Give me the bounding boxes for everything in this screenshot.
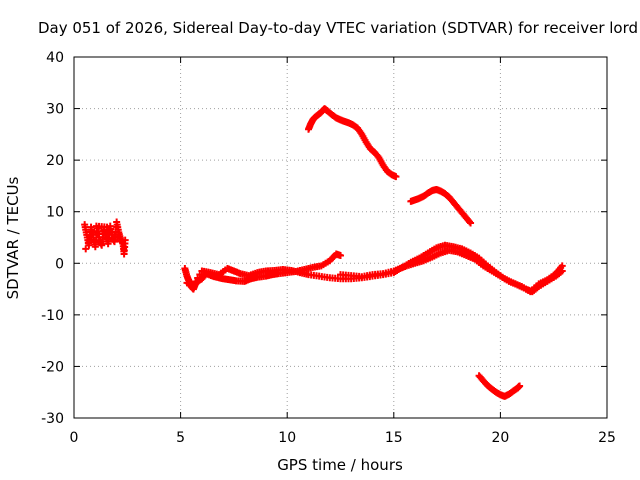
- y-tick-label: 0: [55, 256, 64, 272]
- data-point: [467, 219, 475, 227]
- series-sat-e: [305, 105, 400, 181]
- y-tick-label: 10: [46, 205, 64, 221]
- y-tick-label: -30: [41, 411, 64, 427]
- data-point-fill: [84, 239, 92, 247]
- data-point-fill: [87, 234, 95, 241]
- plot-frame: [73, 56, 608, 419]
- data-point: [516, 382, 524, 390]
- data-points: [81, 105, 566, 400]
- y-tick-label: 40: [46, 50, 64, 66]
- x-tick-label: 15: [385, 430, 403, 446]
- series-sat-a: [81, 218, 129, 258]
- chart-title: Day 051 of 2026, Sidereal Day-to-day VTE…: [38, 19, 638, 37]
- grid-lines: [74, 57, 607, 418]
- series-sat-g: [475, 372, 524, 400]
- axis-ticks: 0 5 10 15 20 25 -30 -20 -10 0 10 20 30 40: [41, 50, 616, 446]
- data-point: [82, 245, 90, 253]
- data-point: [337, 252, 344, 260]
- x-tick-label: 25: [598, 430, 616, 446]
- x-tick-label: 0: [70, 430, 79, 446]
- series-sat-f: [407, 186, 475, 227]
- data-point: [114, 234, 122, 241]
- y-tick-label: 20: [46, 153, 64, 169]
- data-point: [558, 262, 566, 270]
- data-point: [121, 236, 129, 244]
- data-point-fill: [465, 218, 473, 226]
- data-point: [392, 173, 400, 181]
- y-tick-label: -10: [41, 308, 64, 324]
- x-tick-label: 10: [278, 430, 296, 446]
- y-axis-label: SDTVAR / TECUs: [4, 176, 22, 299]
- data-point-fill: [90, 228, 98, 236]
- y-tick-label: 30: [46, 102, 64, 118]
- x-axis-label: GPS time / hours: [277, 456, 403, 474]
- x-tick-label: 5: [176, 430, 185, 446]
- y-tick-label: -20: [41, 359, 64, 375]
- series-sat-d: [337, 241, 566, 296]
- x-tick-label: 20: [491, 430, 509, 446]
